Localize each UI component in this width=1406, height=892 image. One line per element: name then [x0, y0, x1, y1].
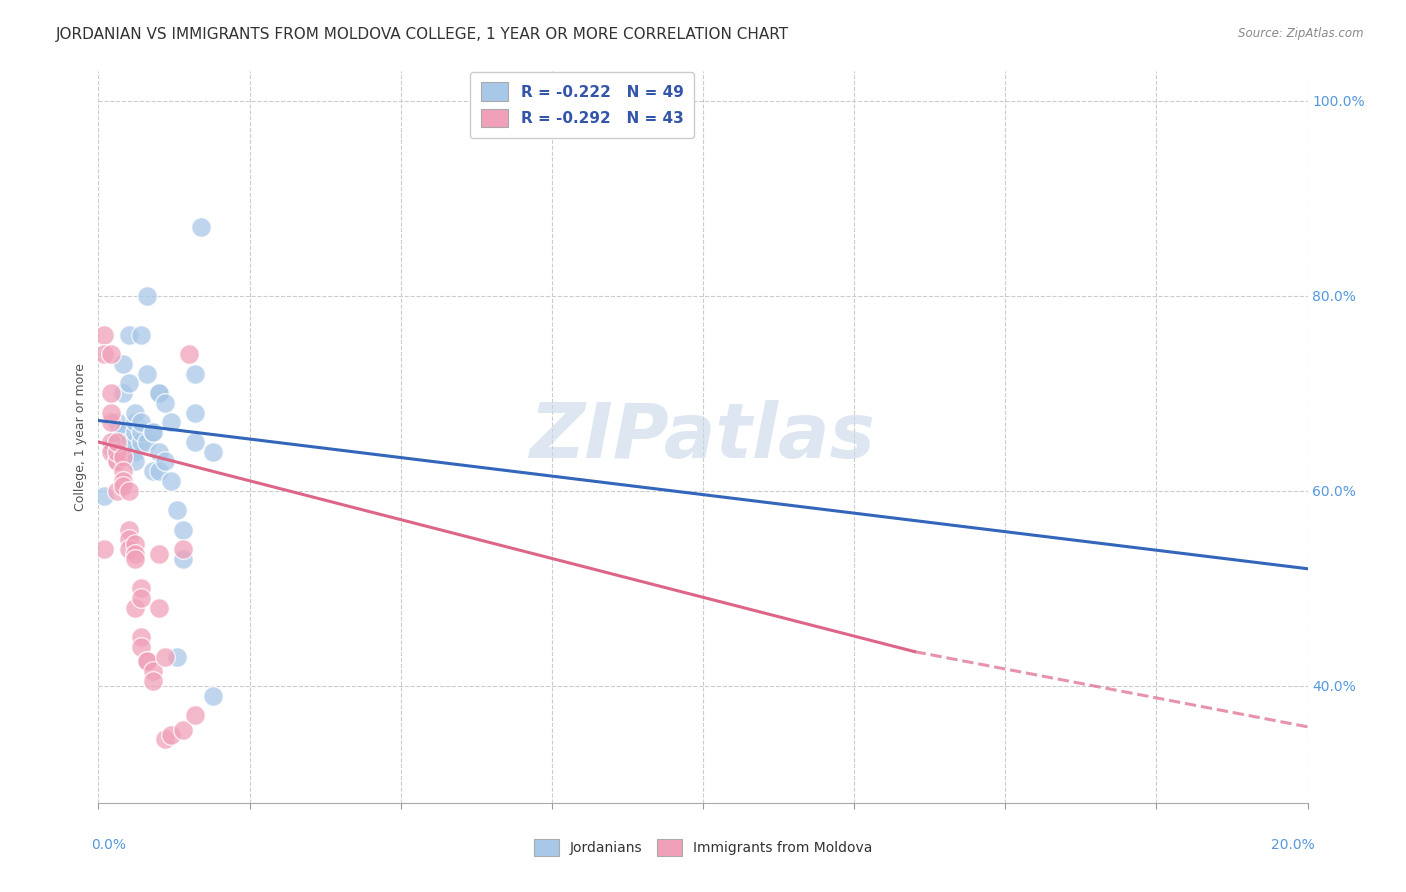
Point: [100, 406, 122, 420]
Point: [172, 523, 194, 537]
Y-axis label: College, 1 year or more: College, 1 year or more: [75, 363, 87, 511]
Point: [148, 386, 170, 401]
Point: [105, 454, 128, 468]
Point: [111, 386, 134, 401]
Point: [142, 464, 165, 478]
Point: [124, 600, 146, 615]
Point: [111, 425, 134, 440]
Text: Source: ZipAtlas.com: Source: ZipAtlas.com: [1239, 27, 1364, 40]
Point: [124, 444, 146, 458]
Point: [172, 552, 194, 566]
Point: [118, 376, 141, 391]
Point: [153, 396, 176, 410]
Point: [142, 664, 165, 678]
Point: [148, 547, 170, 561]
Point: [111, 357, 134, 371]
Point: [93, 489, 115, 503]
Point: [135, 434, 157, 449]
Point: [93, 347, 115, 361]
Point: [105, 416, 128, 430]
Point: [184, 367, 207, 381]
Point: [202, 444, 225, 458]
Legend: Jordanians, Immigrants from Moldova: Jordanians, Immigrants from Moldova: [529, 834, 877, 862]
Point: [105, 444, 128, 458]
Point: [124, 406, 146, 420]
Point: [129, 327, 152, 342]
Point: [172, 542, 194, 557]
Point: [111, 464, 134, 478]
Point: [124, 552, 146, 566]
Point: [129, 581, 152, 595]
Point: [118, 434, 141, 449]
Point: [118, 327, 141, 342]
Point: [142, 425, 165, 440]
Point: [111, 425, 134, 440]
Point: [153, 649, 176, 664]
Point: [135, 288, 157, 302]
Point: [124, 416, 146, 430]
Point: [148, 386, 170, 401]
Point: [105, 454, 128, 468]
Point: [142, 425, 165, 440]
Point: [142, 673, 165, 688]
Point: [202, 689, 225, 703]
Text: 20.0%: 20.0%: [1271, 838, 1315, 853]
Point: [160, 727, 183, 741]
Point: [135, 654, 157, 668]
Point: [129, 630, 152, 644]
Point: [124, 434, 146, 449]
Point: [118, 542, 141, 557]
Point: [111, 434, 134, 449]
Point: [184, 708, 207, 723]
Point: [111, 479, 134, 493]
Point: [153, 732, 176, 747]
Point: [93, 542, 115, 557]
Point: [118, 523, 141, 537]
Point: [129, 425, 152, 440]
Point: [135, 654, 157, 668]
Point: [111, 450, 134, 464]
Point: [100, 416, 122, 430]
Point: [124, 425, 146, 440]
Text: JORDANIAN VS IMMIGRANTS FROM MOLDOVA COLLEGE, 1 YEAR OR MORE CORRELATION CHART: JORDANIAN VS IMMIGRANTS FROM MOLDOVA COL…: [56, 27, 789, 42]
Point: [129, 416, 152, 430]
Point: [129, 640, 152, 654]
Point: [118, 483, 141, 498]
Point: [93, 327, 115, 342]
Point: [118, 434, 141, 449]
Point: [105, 483, 128, 498]
Point: [190, 220, 212, 235]
Point: [160, 474, 183, 488]
Point: [100, 444, 122, 458]
Point: [111, 474, 134, 488]
Point: [129, 591, 152, 605]
Point: [100, 434, 122, 449]
Point: [118, 533, 141, 547]
Point: [124, 454, 146, 468]
Point: [124, 537, 146, 551]
Point: [184, 406, 207, 420]
Point: [124, 547, 146, 561]
Point: [100, 440, 122, 454]
Point: [148, 600, 170, 615]
Point: [118, 444, 141, 458]
Point: [153, 454, 176, 468]
Point: [148, 444, 170, 458]
Point: [166, 649, 188, 664]
Point: [166, 503, 188, 517]
Point: [135, 367, 157, 381]
Point: [105, 430, 128, 444]
Point: [100, 347, 122, 361]
Point: [172, 723, 194, 737]
Point: [105, 434, 128, 449]
Point: [184, 434, 207, 449]
Point: [100, 386, 122, 401]
Text: 0.0%: 0.0%: [91, 838, 127, 853]
Text: ZIPatlas: ZIPatlas: [530, 401, 876, 474]
Point: [160, 416, 183, 430]
Point: [105, 444, 128, 458]
Point: [148, 464, 170, 478]
Point: [179, 347, 201, 361]
Point: [129, 434, 152, 449]
